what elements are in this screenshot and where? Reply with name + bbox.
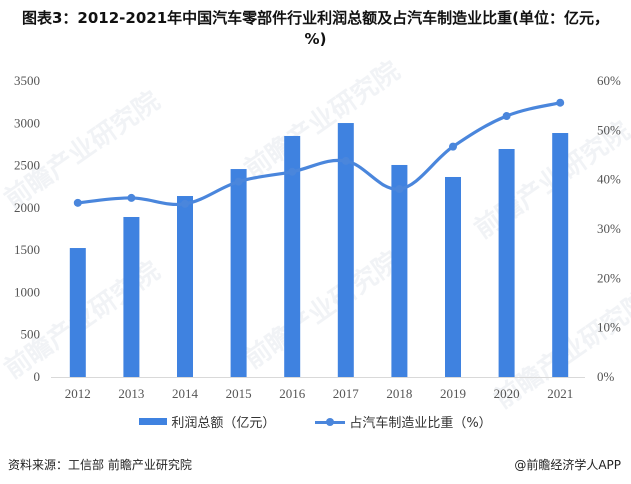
x-tick-label: 2020 [494,386,520,401]
y-tick-label: 1000 [14,284,40,299]
x-axis-labels: 2012 2013 2014 2015 2016 2017 2018 2019 2020 2021 [65,386,573,401]
y-tick-label: 3000 [14,115,40,130]
y-axis-right: 0% 10% 20% 30% 40% 50% 60% [597,73,621,384]
y-axis-left: 0 500 1000 1500 2000 2500 3000 3500 [14,73,40,384]
y2-tick-label: 0% [597,369,615,384]
line-marker[interactable] [234,177,243,186]
source-text: 资料来源：工信部 前瞻产业研究院 [8,458,192,472]
line-marker[interactable] [341,156,350,165]
bar[interactable] [123,216,140,377]
line-marker[interactable] [288,167,297,176]
y2-tick-label: 40% [597,172,621,187]
x-tick-label: 2014 [172,386,199,401]
bar[interactable] [337,123,354,377]
line-marker[interactable] [502,112,511,121]
x-tick-label: 2016 [279,386,306,401]
bar-series [69,123,569,377]
bar[interactable] [552,133,569,377]
x-tick-label: 2012 [65,386,91,401]
y-tick-label: 3500 [14,73,40,88]
credit-text: @前瞻经济学人APP [514,458,621,472]
bar[interactable] [498,148,515,377]
x-tick-label: 2017 [333,386,360,401]
line-series [76,101,562,207]
line-marker[interactable] [556,98,565,107]
line-swatch-icon [315,417,346,427]
y2-tick-label: 20% [597,270,621,285]
x-tick-label: 2013 [118,386,144,401]
bar[interactable] [177,196,193,377]
y-tick-label: 0 [34,369,41,384]
x-tick-label: 2018 [386,386,412,401]
legend-item-profit[interactable]: 利润总额（亿元） [139,412,275,431]
y-tick-label: 2500 [14,158,40,173]
y2-tick-label: 30% [597,221,621,236]
legend-item-share[interactable]: 占汽车制造业比重（%） [315,412,492,431]
x-tick-label: 2021 [547,386,573,401]
footer: 资料来源：工信部 前瞻产业研究院 @前瞻经济学人APP [8,456,621,473]
y-tick-label: 2000 [14,200,40,215]
line-marker[interactable] [73,198,82,207]
line-marker[interactable] [127,193,136,202]
x-tick-label: 2019 [440,386,466,401]
y2-tick-label: 10% [597,320,621,335]
line-marker[interactable] [181,199,189,208]
y-tick-label: 1500 [14,242,40,257]
line-marker[interactable] [395,185,404,194]
bar[interactable] [230,169,247,377]
y2-tick-label: 50% [597,122,621,137]
legend: 利润总额（亿元） 占汽车制造业比重（%） [0,412,631,431]
bar[interactable] [391,164,408,377]
bar[interactable] [284,135,301,377]
bar-swatch-icon [139,418,168,425]
line-marker[interactable] [449,142,457,151]
line-markers [73,98,565,208]
y-tick-label: 500 [21,327,41,342]
legend-label-share: 占汽车制造业比重（%） [349,416,492,431]
y2-tick-label: 60% [597,73,621,88]
bar[interactable] [445,176,461,377]
legend-label-profit: 利润总额（亿元） [171,416,276,431]
x-tick-label: 2015 [226,386,252,401]
bar[interactable] [69,248,86,377]
chart-title: 图表3：2012-2021年中国汽车零部件行业利润总额及占汽车制造业比重(单位：… [21,9,610,48]
